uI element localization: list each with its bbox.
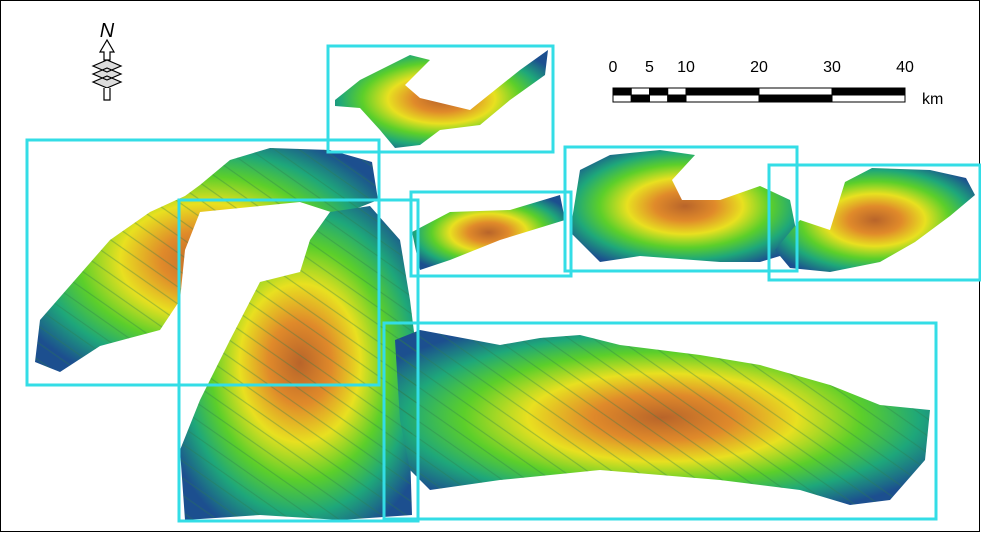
north-arrow-stem <box>104 88 110 100</box>
scale-segment <box>668 95 686 102</box>
north-label: N <box>100 20 115 42</box>
scale-segment <box>759 88 832 95</box>
scale-segment <box>613 88 631 95</box>
scale-segment <box>832 88 905 95</box>
scale-segment <box>650 88 668 95</box>
scale-tick-label: 5 <box>645 59 654 76</box>
scale-tick-label: 20 <box>750 59 768 76</box>
scale-segment <box>631 95 649 102</box>
scale-segment <box>631 88 649 95</box>
map-figure: N km 0 5 10 20 30 40 <box>0 0 981 533</box>
scale-segment <box>686 88 759 95</box>
scale-unit: km <box>922 91 943 108</box>
scale-segment <box>668 88 686 95</box>
scale-segment <box>650 95 668 102</box>
scale-tick-label: 40 <box>896 59 914 76</box>
north-arrow-symbol <box>93 60 121 88</box>
scale-tick-label: 30 <box>823 59 841 76</box>
scale-segment <box>832 95 905 102</box>
scale-segment <box>686 95 759 102</box>
scale-tick-label: 10 <box>677 59 695 76</box>
scale-segment <box>759 95 832 102</box>
scale-segment <box>613 95 631 102</box>
scale-tick-label: 0 <box>609 59 618 76</box>
